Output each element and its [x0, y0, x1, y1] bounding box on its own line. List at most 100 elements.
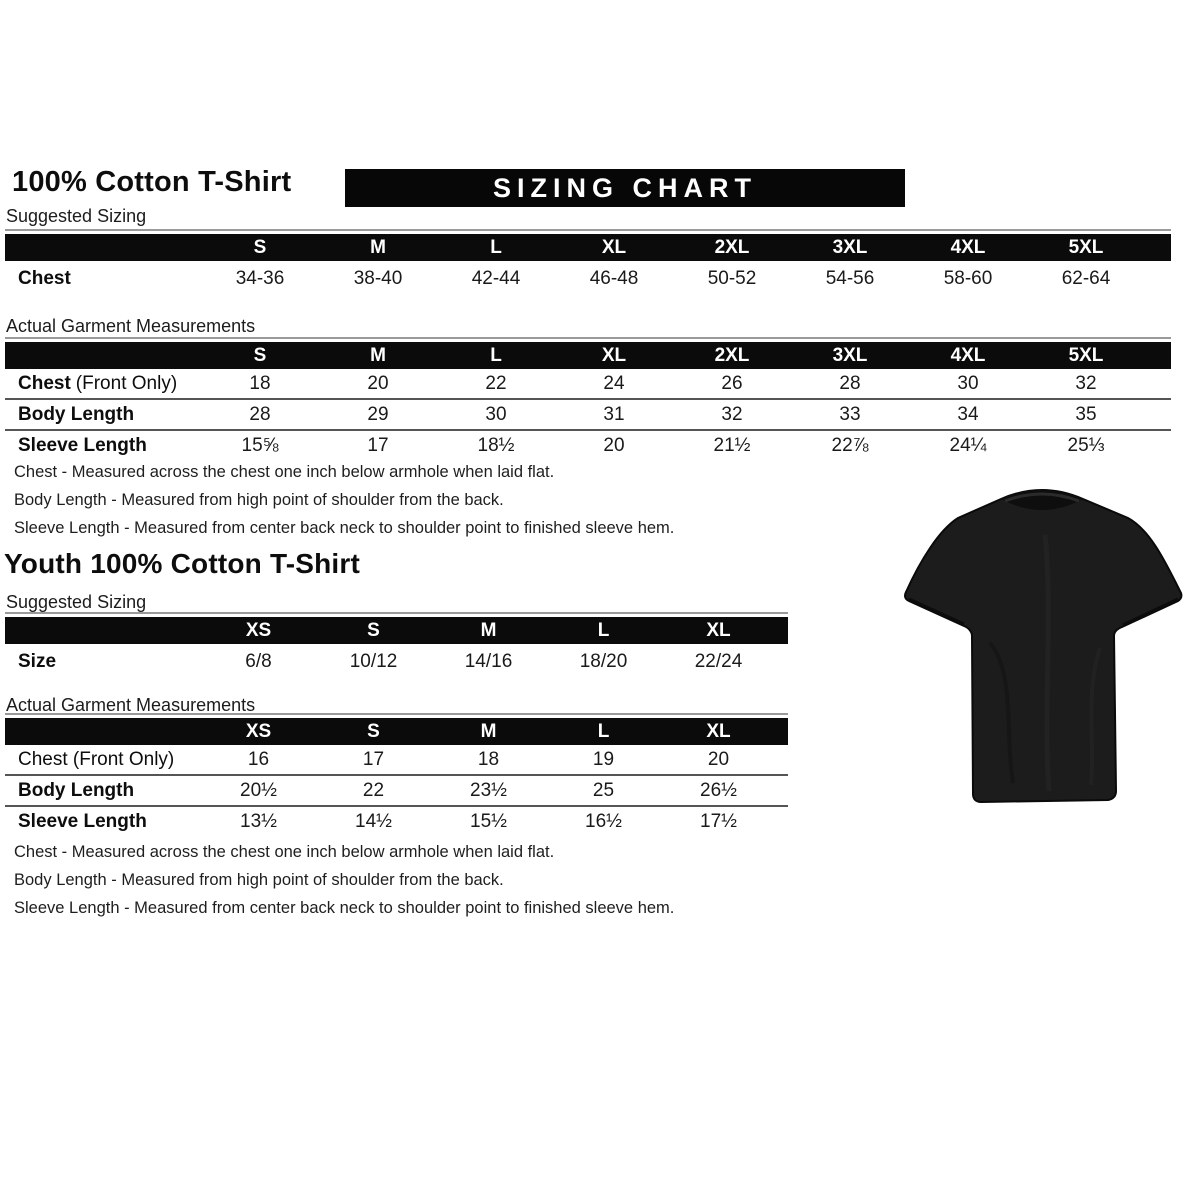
table-cell: 19 — [592, 748, 615, 770]
table-row-chest-front-only: Chest (Front Only) 16 17 18 19 20 — [5, 745, 788, 776]
table-cell: 16½ — [585, 810, 622, 832]
row-label: Sleeve Length — [18, 810, 147, 832]
table-cell: 28 — [249, 403, 271, 425]
size-column-header: S — [253, 236, 267, 258]
table-cell: 15⅝ — [241, 434, 279, 456]
table-cell: 31 — [603, 403, 625, 425]
row-label: Chest (Front Only) — [18, 748, 175, 770]
table-cell: 33 — [839, 403, 861, 425]
table-cell: 25 — [592, 779, 615, 801]
youth-suggested-sizing-label: Suggested Sizing — [6, 592, 147, 612]
sizing-chart-banner: SIZING CHART — [345, 169, 905, 207]
size-column-header: L — [490, 236, 502, 258]
size-column-header: 3XL — [832, 344, 868, 366]
table-cell: 62-64 — [1061, 267, 1111, 289]
size-column-header: XL — [601, 344, 627, 366]
table-cell: 58-60 — [943, 267, 993, 289]
table-cell: 30 — [485, 403, 507, 425]
youth-actual-header-row: XS S M L XL — [5, 718, 788, 745]
table-cell: 50-52 — [707, 267, 757, 289]
table-row-sleeve-length: Sleeve Length 15⅝ 17 18½ 20 21½ 22⅞ 24¼ … — [5, 431, 1171, 460]
table-cell: 32 — [721, 403, 743, 425]
table-cell: 15½ — [470, 810, 507, 832]
table-row-size: Size 6/8 10/12 14/16 18/20 22/24 — [5, 644, 788, 679]
table-cell: 22 — [362, 779, 385, 801]
table-row-chest: Chest 34-36 38-40 42-44 46-48 50-52 54-5… — [5, 261, 1171, 296]
table-cell: 24¼ — [949, 434, 987, 456]
table-cell: 6/8 — [245, 650, 272, 672]
table-cell: 17 — [367, 434, 389, 456]
size-column-header: 2XL — [714, 344, 750, 366]
table-cell: 26½ — [700, 779, 737, 801]
table-cell: 20 — [707, 748, 730, 770]
table-cell: 28 — [839, 372, 861, 394]
size-column-header: M — [370, 344, 386, 366]
table-cell: 34 — [957, 403, 979, 425]
size-column-header: L — [490, 344, 502, 366]
table-cell: 18 — [249, 372, 271, 394]
size-column-header: 5XL — [1068, 344, 1104, 366]
table-cell: 46-48 — [589, 267, 639, 289]
table-row-body-length: Body Length 20½ 22 23½ 25 26½ — [5, 776, 788, 807]
adult-suggested-sizing-table: S M L XL 2XL 3XL 4XL 5XL Chest 34-36 38-… — [5, 229, 1171, 296]
row-label: Body Length — [18, 779, 135, 801]
row-label: Chest — [18, 267, 71, 289]
youth-measurement-notes: Chest - Measured across the chest one in… — [14, 838, 674, 922]
page-title: 100% Cotton T-Shirt — [12, 166, 292, 198]
note-sleeve-length: Sleeve Length - Measured from center bac… — [14, 899, 675, 917]
note-body-length: Body Length - Measured from high point o… — [14, 491, 504, 509]
adult-actual-header-row: S M L XL 2XL 3XL 4XL 5XL — [5, 342, 1171, 369]
note-chest: Chest - Measured across the chest one in… — [14, 463, 555, 481]
row-label: Sleeve Length — [18, 434, 147, 456]
table-cell: 54-56 — [825, 267, 875, 289]
table-cell: 23½ — [470, 779, 507, 801]
size-column-header: XL — [601, 236, 627, 258]
size-column-header: XL — [706, 720, 731, 742]
youth-section-title: Youth 100% Cotton T-Shirt — [4, 548, 361, 579]
size-column-header: S — [367, 720, 380, 742]
table-cell: 17½ — [700, 810, 737, 832]
size-column-header: L — [597, 720, 610, 742]
table-cell: 29 — [367, 403, 389, 425]
table-cell: 18½ — [477, 434, 515, 456]
table-cell: 20½ — [240, 779, 277, 801]
size-column-header: 5XL — [1068, 236, 1104, 258]
table-cell: 14½ — [355, 810, 392, 832]
size-column-header: M — [370, 236, 386, 258]
table-cell: 20 — [603, 434, 625, 456]
note-chest: Chest - Measured across the chest one in… — [14, 843, 555, 861]
table-cell: 22⅞ — [831, 434, 869, 456]
table-cell: 22/24 — [694, 650, 743, 672]
table-cell: 35 — [1075, 403, 1097, 425]
table-row-chest-front-only: Chest (Front Only) 18 20 22 24 26 28 30 3… — [5, 369, 1171, 400]
table-cell: 30 — [957, 372, 979, 394]
size-column-header: S — [253, 344, 267, 366]
table-cell: 34-36 — [235, 267, 285, 289]
table-cell: 42-44 — [471, 267, 521, 289]
table-cell: 20 — [367, 372, 389, 394]
table-cell: 18/20 — [579, 650, 628, 672]
table-cell: 38-40 — [353, 267, 403, 289]
row-label: Body Length — [18, 403, 135, 425]
table-cell: 17 — [362, 748, 385, 770]
table-row-sleeve-length: Sleeve Length 13½ 14½ 15½ 16½ 17½ — [5, 807, 788, 836]
row-label: Size — [18, 650, 57, 672]
table-cell: 26 — [721, 372, 743, 394]
size-column-header: XS — [245, 619, 272, 641]
size-column-header: 4XL — [950, 236, 986, 258]
youth-actual-measurements-label: Actual Garment Measurements — [6, 695, 256, 715]
size-column-header: 4XL — [950, 344, 986, 366]
row-label-suffix: (Front Only) — [75, 372, 178, 394]
table-cell: 21½ — [713, 434, 751, 456]
table-cell: 14/16 — [464, 650, 513, 672]
tshirt-image — [895, 473, 1190, 818]
table-cell: 24 — [603, 372, 625, 394]
adult-suggested-sizing-label: Suggested Sizing — [6, 206, 147, 226]
table-cell: 32 — [1075, 372, 1097, 394]
table-cell: 10/12 — [349, 650, 398, 672]
size-column-header: 2XL — [714, 236, 750, 258]
adult-measurement-notes: Chest - Measured across the chest one in… — [14, 458, 674, 542]
table-row-body-length: Body Length 28 29 30 31 32 33 34 35 — [5, 400, 1171, 431]
sizing-chart-banner-text: SIZING CHART — [493, 172, 757, 203]
